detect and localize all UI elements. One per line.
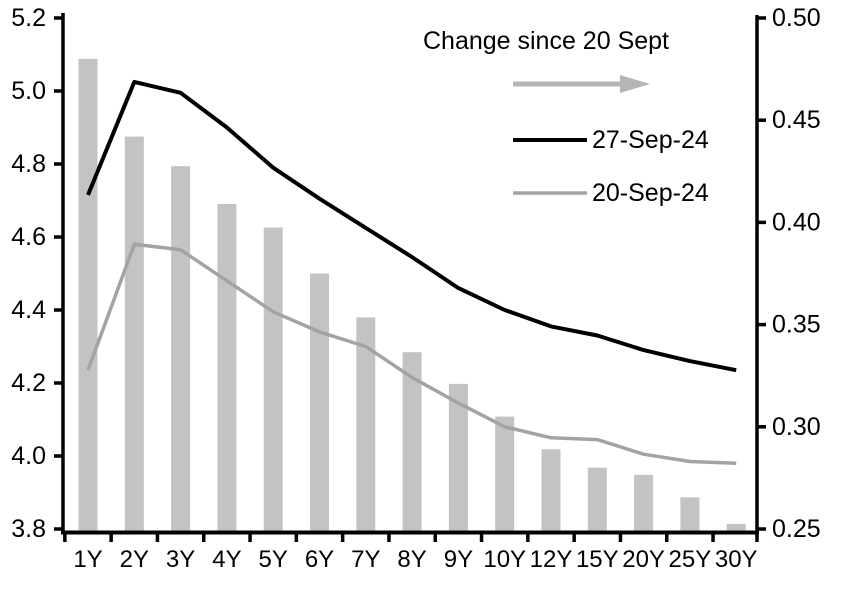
bar-6Y xyxy=(310,273,329,533)
left-axis-tick-label: 5.0 xyxy=(11,77,46,105)
line-27-Sep-24 xyxy=(86,79,737,373)
x-axis-label-4Y: 4Y xyxy=(212,546,241,573)
bar-20Y xyxy=(634,474,654,533)
left-axis-tick-label: 5.2 xyxy=(11,4,46,32)
x-axis-label-2Y: 2Y xyxy=(120,546,149,573)
x-axis-label-6Y: 6Y xyxy=(305,546,334,573)
bar-15Y xyxy=(587,467,607,533)
line-20-Sep-24 xyxy=(86,242,737,466)
bar-5Y xyxy=(263,227,283,533)
left-axis-tick-label: 4.8 xyxy=(11,150,46,178)
legend-label-27-Sep-24: 27-Sep-24 xyxy=(592,126,709,154)
left-axis-tick-label: 4.4 xyxy=(11,296,46,324)
bar-7Y xyxy=(356,317,376,533)
right-axis-tick-label: 0.30 xyxy=(772,413,821,441)
bar-2Y xyxy=(124,136,144,533)
x-axis-label-10Y: 10Y xyxy=(483,546,526,573)
left-axis-tick-label: 4.6 xyxy=(11,223,46,251)
x-axis-label-3Y: 3Y xyxy=(166,546,195,573)
bar-12Y xyxy=(541,449,561,533)
bar-10Y xyxy=(495,416,515,533)
right-axis-tick-label: 0.45 xyxy=(772,106,821,134)
x-axis-label-15Y: 15Y xyxy=(576,546,619,573)
right-axis-tick-label: 0.25 xyxy=(772,515,821,543)
x-axis-label-9Y: 9Y xyxy=(444,546,473,573)
right-axis-tick-label: 0.40 xyxy=(772,208,821,236)
legend-title: Change since 20 Sept xyxy=(423,27,669,55)
bar-30Y xyxy=(726,523,746,533)
x-axis-label-20Y: 20Y xyxy=(622,546,665,573)
left-axis-tick-label: 4.0 xyxy=(11,442,46,470)
bar-9Y xyxy=(448,383,468,533)
x-axis-label-1Y: 1Y xyxy=(73,546,102,573)
right-axis-tick-label: 0.50 xyxy=(772,4,821,32)
bar-25Y xyxy=(680,497,700,533)
left-axis-tick-label: 3.8 xyxy=(11,515,46,543)
x-axis-label-25Y: 25Y xyxy=(669,546,712,573)
x-axis-label-30Y: 30Y xyxy=(715,546,758,573)
x-axis-label-7Y: 7Y xyxy=(351,546,380,573)
legend-arrow-head-icon xyxy=(620,75,650,93)
x-axis-label-5Y: 5Y xyxy=(259,546,288,573)
x-axis-label-12Y: 12Y xyxy=(530,546,573,573)
bar-3Y xyxy=(171,166,191,533)
bar-8Y xyxy=(402,352,422,533)
left-axis-tick-label: 4.2 xyxy=(11,369,46,397)
bar-1Y xyxy=(78,58,98,533)
right-axis-tick-label: 0.35 xyxy=(772,311,821,339)
bar-4Y xyxy=(217,204,237,533)
x-axis-label-8Y: 8Y xyxy=(397,546,426,573)
legend-label-20-Sep-24: 20-Sep-24 xyxy=(592,179,709,207)
